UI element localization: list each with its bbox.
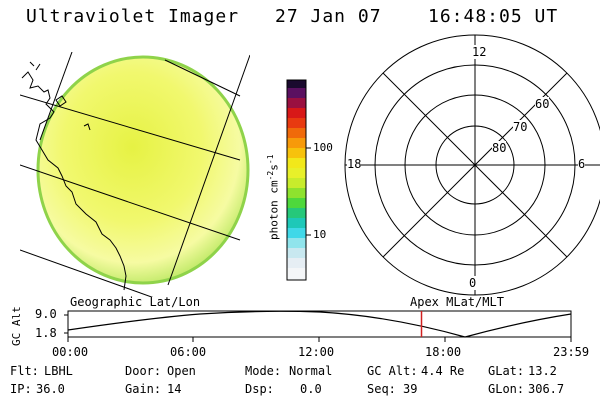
time-label: 16:48:05 UT [428,6,559,27]
earth-image [20,52,250,297]
xtick-1800: 18:00 [425,345,462,359]
lat-label-60: 60 [535,97,550,111]
mlt-label-6: 6 [578,157,586,171]
unit-s: s [267,164,281,171]
mode-value: Normal [289,364,333,378]
timeline-plot [64,310,572,342]
mlt-label-0: 0 [469,276,477,290]
colorbar-tick-100: 100 [313,141,333,154]
glon-label: GLon: [488,382,525,396]
island [83,123,91,131]
unit-photon: photon cm [267,180,281,240]
glat-value: 13.2 [528,364,557,378]
door-value: Open [167,364,196,378]
colorbar [286,79,311,281]
colorbar-unit-label: photon cm-2s-1 [266,154,281,240]
xtick-0000: 00:00 [52,345,89,359]
right-label: Apex MLat/MLT [410,295,504,309]
mlt-label-12: 12 [472,45,487,59]
ip-value: 36.0 [36,382,65,396]
grid-line [167,54,250,286]
island [55,95,67,107]
gain-value: 14 [167,382,182,396]
colorbar-tick-10: 10 [313,228,327,241]
grid-line [20,164,241,241]
unit-exp1: -2 [266,170,275,181]
dsp-label: Dsp: [245,382,274,396]
seq-value: 39 [403,382,418,396]
grid-line [20,249,154,297]
dsp-value: 0.0 [300,382,322,396]
ip-label: IP: [10,382,32,396]
polar-plot [344,34,600,296]
grid-line [39,52,73,141]
door-label: Door: [125,364,162,378]
mode-label: Mode: [245,364,282,378]
glon-value: 306.7 [528,382,565,396]
coastline [21,71,127,291]
gcalt-value: 4.4 Re [421,364,465,378]
date-label: 27 Jan 07 [275,6,382,27]
seq-label: Seq: [367,382,396,396]
grid-line [164,59,241,97]
mlt-label-18: 18 [347,157,362,171]
earth-disk [36,55,250,285]
altitude-curve [67,310,572,338]
flt-label: Flt: [10,364,39,378]
instrument-title: Ultraviolet Imager [26,6,240,27]
timeline-ylabel: GC Alt [10,306,23,346]
gcalt-label: GC Alt: [367,364,418,378]
xtick-2359: 23:59 [553,345,590,359]
ytick-9: 9.0 [35,307,57,321]
gain-label: Gain: [125,382,162,396]
lat-label-70: 70 [513,120,528,134]
flt-value: LBHL [44,364,73,378]
glat-label: GLat: [488,364,525,378]
grid-line [20,94,241,161]
unit-exp2: -1 [266,154,275,165]
lat-label-80: 80 [492,141,507,155]
left-label: Geographic Lat/Lon [70,295,201,309]
ytick-1-8: 1.8 [35,326,57,340]
island [29,61,41,71]
xtick-0600: 06:00 [170,345,207,359]
xtick-1200: 12:00 [298,345,335,359]
